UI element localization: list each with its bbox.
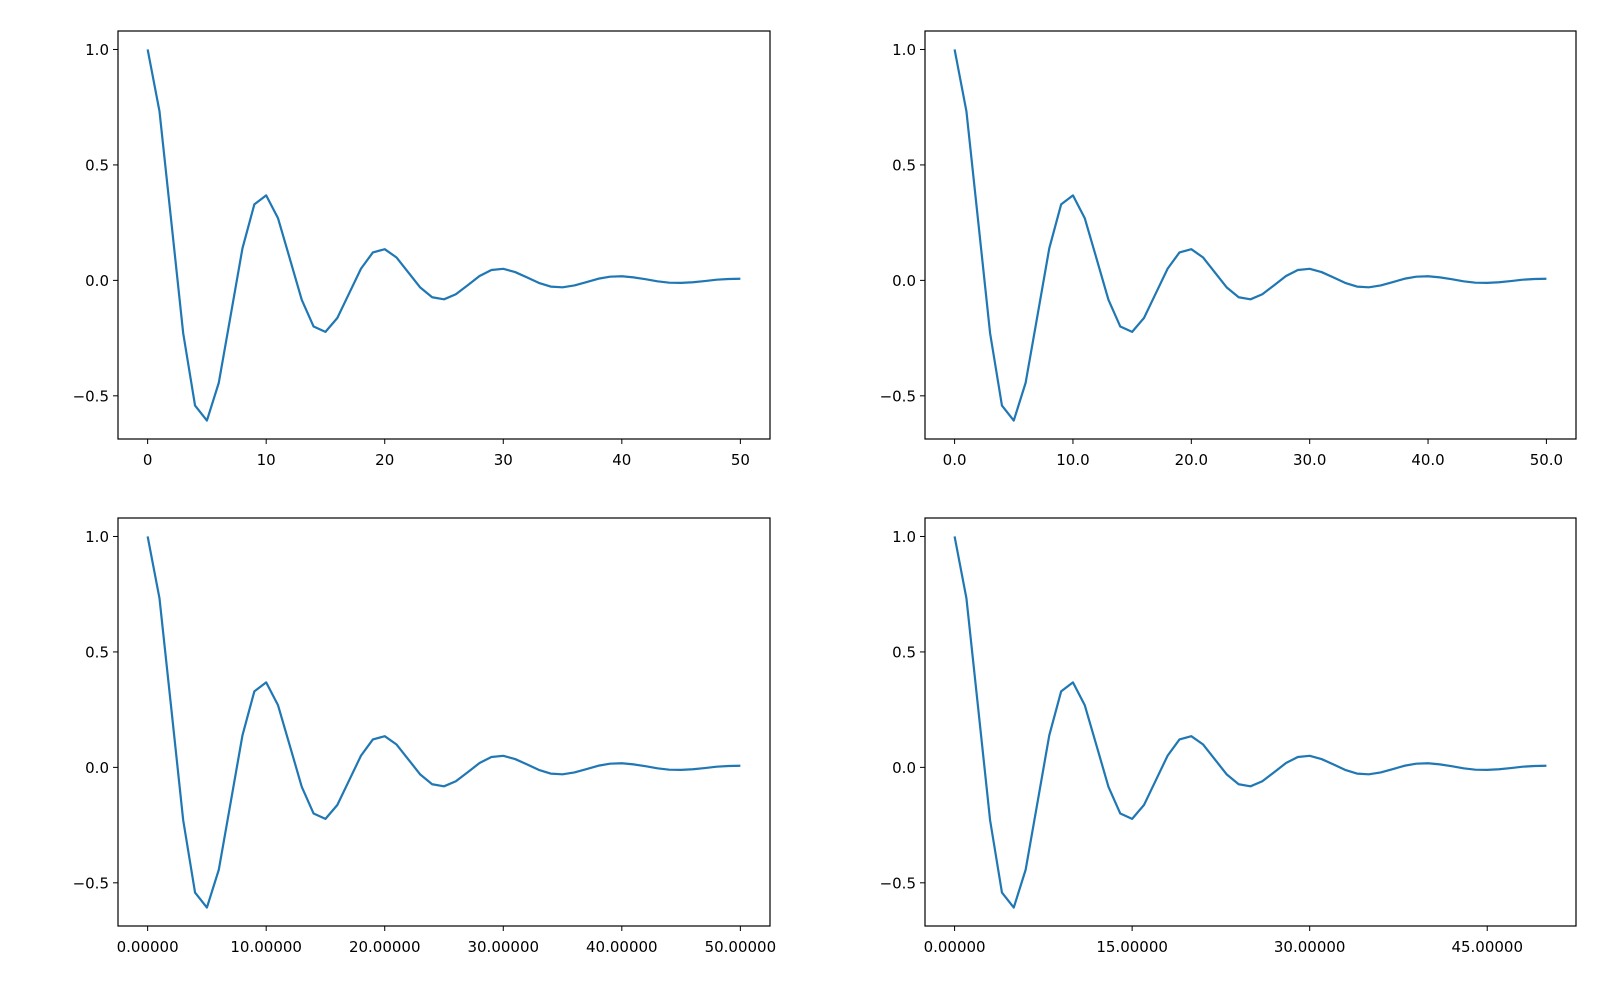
- y-tick-label: 0.5: [85, 643, 109, 661]
- x-tick-label: 0.00000: [117, 938, 179, 956]
- y-tick-label: 1.0: [85, 528, 109, 546]
- x-tick-label: 0.0: [943, 451, 967, 469]
- x-tick-label: 20: [375, 451, 394, 469]
- line: [146, 536, 741, 909]
- y-tick-label: −0.5: [73, 387, 109, 405]
- line: [953, 49, 1547, 422]
- x-tick-label: 10: [257, 451, 276, 469]
- line: [146, 49, 741, 422]
- y-tick-label: 1.0: [892, 41, 916, 59]
- y-tick-label: −0.5: [73, 874, 109, 892]
- x-tick-label: 40: [612, 451, 631, 469]
- axes-frame: [924, 517, 1577, 927]
- x-tick-label: 40.00000: [586, 938, 658, 956]
- x-tick-label: 30: [494, 451, 513, 469]
- axes-frame: [117, 517, 771, 927]
- y-tick-label: 0.0: [85, 759, 109, 777]
- x-tick-label: 10.00000: [230, 938, 302, 956]
- y-tick-label: 0.5: [85, 156, 109, 174]
- y-tick-label: −0.5: [880, 874, 916, 892]
- x-tick-label: 0: [143, 451, 153, 469]
- x-tick-label: 50.0: [1530, 451, 1563, 469]
- x-tick-label: 30.00000: [1274, 938, 1346, 956]
- axes-frame: [924, 30, 1577, 440]
- y-tick-label: 1.0: [85, 41, 109, 59]
- y-tick-label: 0.5: [892, 156, 916, 174]
- x-tick-label: 45.00000: [1451, 938, 1523, 956]
- y-tick-label: 0.0: [892, 759, 916, 777]
- y-tick-label: −0.5: [880, 387, 916, 405]
- x-tick-label: 30.0: [1293, 451, 1326, 469]
- line: [953, 536, 1547, 909]
- x-tick-label: 50: [731, 451, 750, 469]
- x-tick-label: 20.0: [1175, 451, 1208, 469]
- y-tick-label: 0.0: [892, 272, 916, 290]
- axes-frame: [117, 30, 771, 440]
- x-tick-label: 0.00000: [924, 938, 986, 956]
- x-tick-label: 50.00000: [705, 938, 777, 956]
- x-tick-label: 40.0: [1411, 451, 1444, 469]
- x-tick-label: 10.0: [1056, 451, 1089, 469]
- x-tick-label: 30.00000: [467, 938, 539, 956]
- y-tick-label: 0.5: [892, 643, 916, 661]
- x-tick-label: 20.00000: [349, 938, 421, 956]
- x-tick-label: 15.00000: [1096, 938, 1168, 956]
- y-tick-label: 1.0: [892, 528, 916, 546]
- y-tick-label: 0.0: [85, 272, 109, 290]
